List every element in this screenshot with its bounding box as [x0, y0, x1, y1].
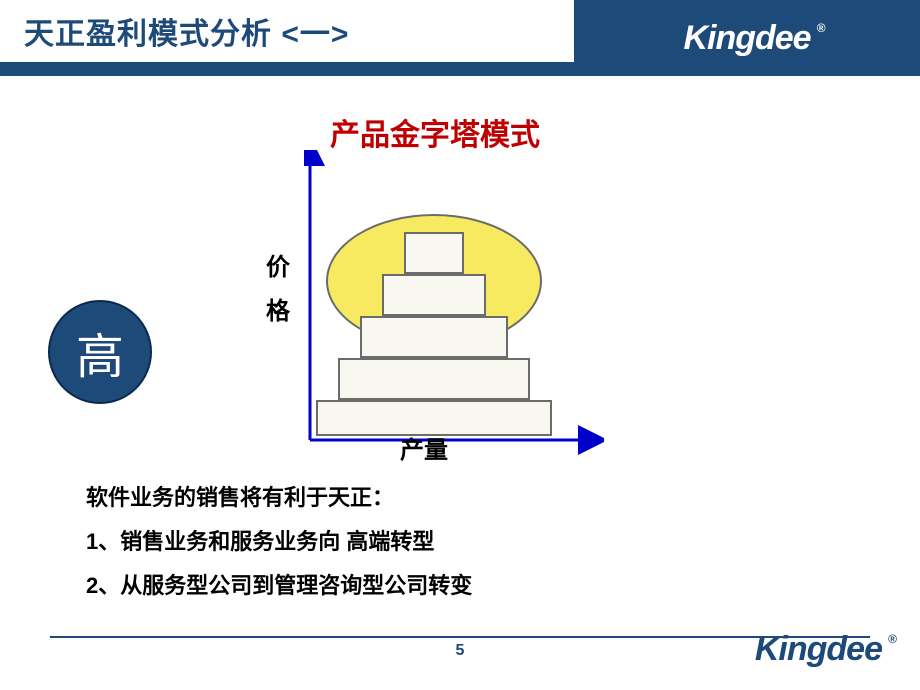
slide-footer: 5 Kingdee	[0, 636, 920, 690]
pyramid-level-1	[404, 232, 464, 274]
brand-logo-top: Kingdee	[683, 19, 810, 58]
diagram-title: 产品金字塔模式	[330, 110, 540, 154]
high-badge-text: 高	[76, 317, 124, 387]
brand-logo-bottom: Kingdee	[755, 630, 882, 669]
slide-header: 天正盈利模式分析 <一> Kingdee	[0, 0, 920, 76]
body-lead: 软件业务的销售将有利于天正：	[86, 480, 394, 512]
body-point-1: 1、销售业务和服务业务向 高端转型	[86, 524, 434, 556]
page-number: 5	[456, 642, 465, 660]
footer-divider	[50, 636, 870, 638]
body-point-2: 2、从服务型公司到管理咨询型公司转变	[86, 568, 472, 600]
y-axis-label: 价格	[266, 246, 290, 334]
high-badge: 高	[48, 300, 152, 404]
slide-content: 产品金字塔模式 高 价格 产量 软件业务的销售将有利于天正： 1、销售业务和服务…	[0, 76, 920, 636]
title-underline	[0, 62, 574, 76]
title-bar: 天正盈利模式分析 <一>	[0, 0, 560, 62]
pyramid-level-3	[360, 316, 508, 358]
x-axis-label: 产量	[400, 430, 448, 465]
pyramid-level-2	[382, 274, 486, 316]
slide-title: 天正盈利模式分析 <一>	[24, 9, 349, 53]
pyramid-chart	[304, 150, 604, 460]
header-brand-region: Kingdee	[574, 0, 920, 76]
pyramid-level-4	[338, 358, 530, 400]
